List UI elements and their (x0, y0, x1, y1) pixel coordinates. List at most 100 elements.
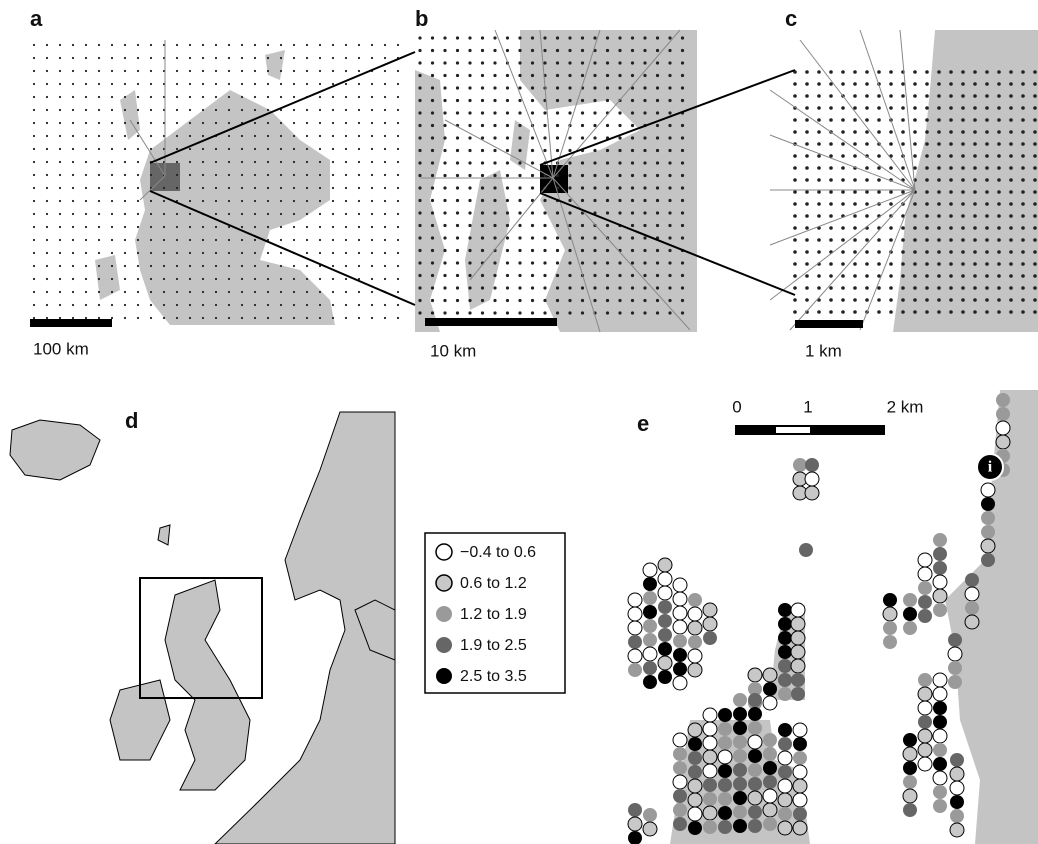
grid-point (71, 316, 75, 320)
grid-point (227, 134, 231, 138)
scale-label: 10 km (430, 341, 476, 360)
panel-label: e (637, 411, 649, 436)
grid-point (1033, 142, 1037, 146)
grid-point (1009, 142, 1013, 146)
grid-point (655, 36, 660, 40)
grid-point (468, 286, 472, 290)
grid-point (985, 298, 989, 302)
grid-point (84, 147, 88, 151)
grid-point (668, 236, 672, 240)
site (702, 805, 718, 821)
grid-point (973, 286, 977, 290)
grid-point (430, 73, 435, 78)
grid-point (240, 264, 244, 268)
grid-point (58, 238, 62, 242)
grid-point (292, 147, 296, 151)
grid-point (877, 298, 881, 302)
grid-point (58, 121, 62, 125)
grid-point (973, 250, 977, 254)
grid-point (240, 108, 244, 112)
grid-point (543, 136, 547, 140)
grid-point (889, 130, 893, 134)
grid-point (418, 198, 422, 203)
grid-point (877, 94, 881, 98)
site (657, 655, 673, 671)
grid-point (32, 69, 36, 73)
grid-point (443, 86, 447, 90)
site (792, 792, 808, 808)
grid-point (331, 277, 335, 281)
grid-point (279, 277, 283, 281)
grid-point (71, 303, 75, 307)
grid-point (530, 236, 535, 240)
grid-point (305, 316, 309, 320)
grid-point (605, 248, 610, 253)
grid-point (84, 82, 88, 86)
grid-point (331, 134, 335, 138)
grid-point (580, 286, 585, 290)
grid-point (455, 73, 460, 78)
grid-point (655, 148, 660, 153)
grid-point (1009, 214, 1013, 218)
grid-point (58, 316, 62, 320)
grid-point (71, 238, 75, 242)
grid-point (110, 160, 114, 164)
ray (552, 177, 691, 331)
grid-point (430, 86, 435, 90)
grid-point (643, 148, 647, 153)
grid-point (865, 178, 869, 182)
grid-point (331, 160, 335, 164)
grid-point (817, 178, 821, 182)
grid-point (618, 161, 622, 165)
grid-point (618, 211, 622, 215)
sites (627, 393, 1011, 844)
grid-point (973, 178, 977, 182)
grid-point (305, 186, 309, 190)
site (733, 805, 747, 819)
grid-point (468, 248, 472, 253)
grid-point (136, 108, 140, 112)
grid-point (949, 274, 953, 278)
grid-point (84, 264, 88, 268)
site (948, 661, 962, 675)
grid-point (443, 223, 447, 228)
grid-point (580, 61, 585, 65)
grid-point (793, 286, 797, 290)
grid-point (201, 199, 205, 203)
grid-point (605, 198, 610, 203)
grid-point (58, 290, 62, 294)
grid-point (149, 277, 153, 281)
grid-point (493, 36, 497, 40)
grid-point (1033, 94, 1037, 98)
site (777, 820, 793, 836)
grid-point (530, 261, 535, 265)
grid-point (318, 69, 322, 73)
grid-point (973, 274, 977, 278)
grid-point (593, 111, 597, 115)
grid-point (817, 310, 821, 314)
grid-point (997, 238, 1001, 242)
grid-point (518, 261, 522, 265)
grid-point (123, 225, 127, 229)
grid-point (853, 70, 857, 74)
grid-point (913, 238, 917, 242)
grid-point (1009, 106, 1013, 110)
grid-point (555, 73, 560, 78)
grid-point (793, 190, 797, 194)
site (948, 633, 962, 647)
land (157, 524, 171, 546)
grid-point (123, 69, 127, 73)
legend-swatch (435, 574, 453, 592)
grid-point (480, 61, 485, 65)
grid-point (505, 223, 510, 228)
grid-point (643, 298, 647, 303)
grid-point (877, 166, 881, 170)
grid-point (793, 118, 797, 122)
grid-point (110, 225, 114, 229)
grid-point (618, 311, 622, 315)
grid-point (913, 274, 917, 278)
grid-point (97, 303, 101, 307)
grid-point (630, 248, 635, 253)
grid-point (961, 178, 965, 182)
grid-point (201, 251, 205, 255)
